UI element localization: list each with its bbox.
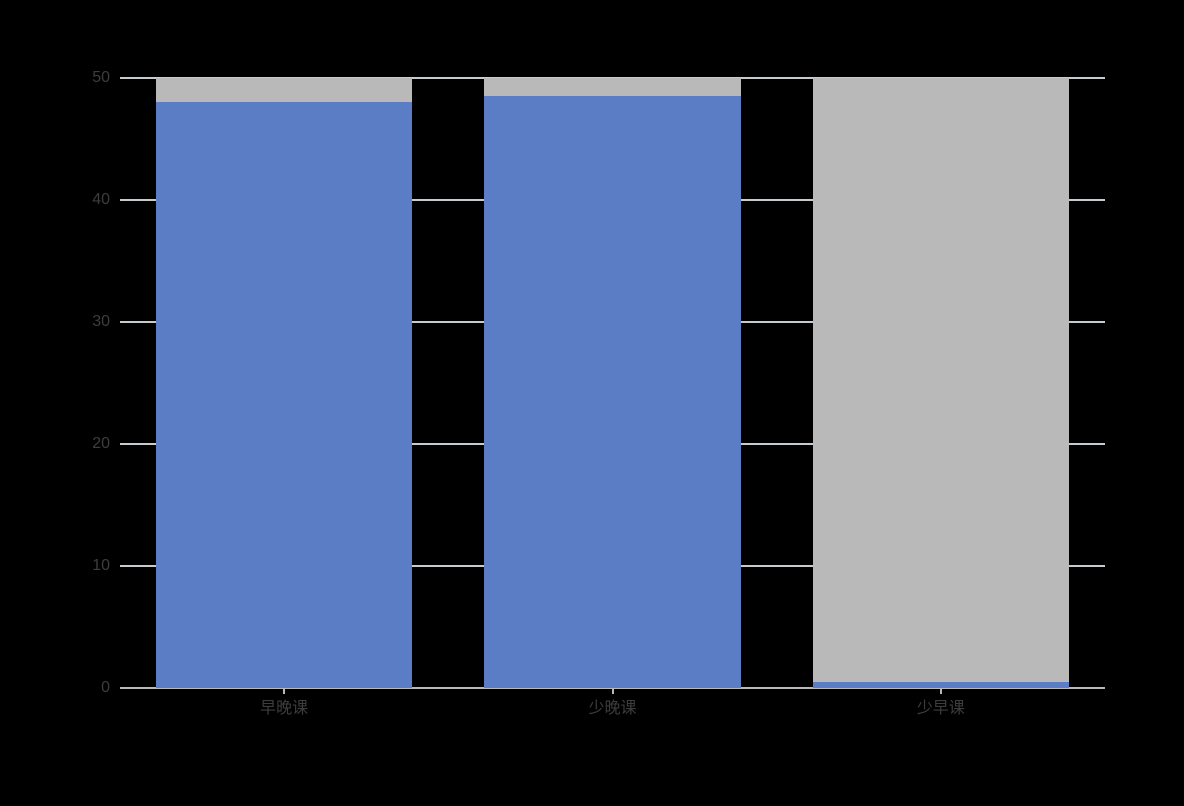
- bar-chart: 0 10 20 30 40 50 早晚课 少晚课 少早课: [0, 0, 1184, 806]
- x-tick-label: 少晚课: [588, 688, 636, 718]
- x-tick-label: 早晚课: [260, 688, 308, 718]
- bar-background: [813, 78, 1069, 688]
- bar-value: [156, 102, 412, 688]
- x-tick-label: 少早课: [917, 688, 965, 718]
- y-tick-label: 40: [92, 191, 120, 209]
- bar-value: [484, 96, 740, 688]
- plot-area: 01020304050早晚课少晚课少早课: [120, 78, 1105, 688]
- y-tick-label: 0: [101, 679, 120, 697]
- y-tick-label: 20: [92, 435, 120, 453]
- y-tick-label: 50: [92, 69, 120, 87]
- y-tick-label: 30: [92, 313, 120, 331]
- y-tick-label: 10: [92, 557, 120, 575]
